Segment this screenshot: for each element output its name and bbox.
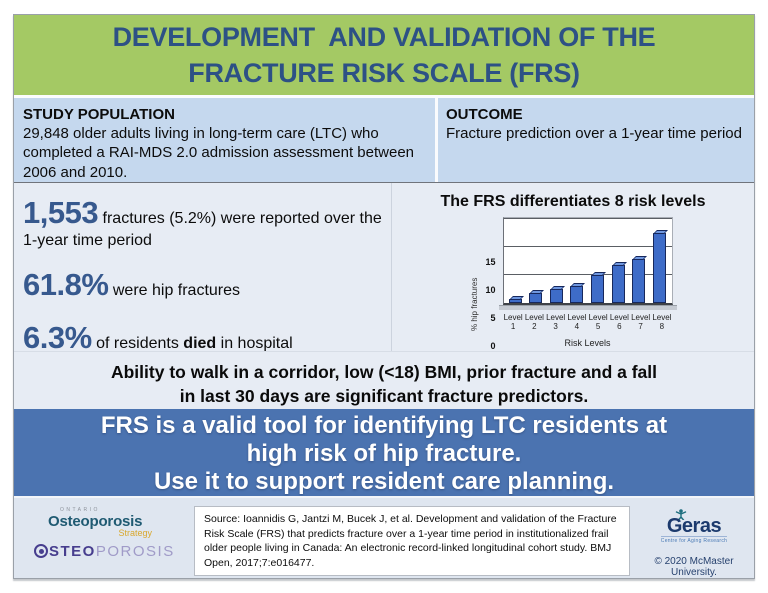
geras-logo: Geras Centre for Aging Research xyxy=(660,509,728,544)
geras-person-icon xyxy=(675,509,686,520)
chart-bar xyxy=(652,229,668,303)
chart-bar-top xyxy=(549,286,565,291)
stat-fractures: 1,553 fractures (5.2%) were reported ove… xyxy=(23,195,387,250)
stat-hip-fractures: 61.8% were hip fractures xyxy=(23,267,387,303)
x-axis-title: Risk Levels xyxy=(564,337,611,348)
predictors-line-1: Ability to walk in a corridor, low (<18)… xyxy=(110,361,657,382)
stat-fractures-value: 1,553 xyxy=(23,194,99,230)
osteoporosis-logo: ONTARIO Osteoporosis Strategy STEOPOROSI… xyxy=(34,506,180,560)
x-tick-label: Level 3 xyxy=(546,312,566,332)
chart-bar-top xyxy=(508,296,524,301)
conclusion-banner: FRS is a valid tool for identifying LTC … xyxy=(14,409,754,496)
stat-died-text: of residents died in hospital xyxy=(96,334,293,352)
chart-bar xyxy=(570,282,586,303)
chart-gridline xyxy=(503,245,672,247)
osteoporosis-strategy-name: Osteoporosis xyxy=(48,513,143,530)
stats-section: 1,553 fractures (5.2%) were reported ove… xyxy=(14,182,392,355)
banner-line-1: FRS is a valid tool for identifying LTC … xyxy=(100,412,668,439)
stat-fractures-text: fractures (5.2%) were reported over the xyxy=(102,209,382,227)
stat-hip-text: were hip fractures xyxy=(112,281,241,299)
outcome-section: OUTCOME Fracture prediction over a 1-yea… xyxy=(438,97,754,182)
stat-fractures-text-2: 1-year time period xyxy=(23,231,152,249)
outcome-body: Fracture prediction over a 1-year time p… xyxy=(446,124,742,142)
y-tick-label: 10 xyxy=(485,284,496,295)
chart-gridline xyxy=(503,273,672,275)
chart-bar-top xyxy=(529,290,545,295)
predictors-section: Ability to walk in a corridor, low (<18)… xyxy=(14,350,754,409)
geras-name: Geras xyxy=(666,515,722,537)
chart-bar-top xyxy=(611,261,627,266)
chart-gridline xyxy=(503,217,672,219)
x-tick-label: Level 4 xyxy=(567,312,587,332)
x-tick-label: Level 6 xyxy=(609,312,629,332)
chart-bar xyxy=(549,286,565,303)
banner-line-2: high risk of hip fracture. xyxy=(246,440,522,467)
ontario-label: ONTARIO xyxy=(60,507,100,513)
predictors-line-2: in last 30 days are significant fracture… xyxy=(179,385,589,406)
geras-section: Geras Centre for Aging Research © 2020 M… xyxy=(644,506,744,578)
chart-bar-top xyxy=(570,282,586,287)
chart-floor xyxy=(498,304,677,310)
chart-bar xyxy=(632,256,648,303)
population-outcome-row: STUDY POPULATION 29,848 older adults liv… xyxy=(14,97,754,183)
x-tick-label: Level 2 xyxy=(524,312,544,332)
stat-hip-value: 61.8% xyxy=(23,266,109,302)
osteoporosis-o-icon xyxy=(34,544,48,558)
title-line-1: DEVELOPMENT AND VALIDATION OF THE xyxy=(112,21,656,52)
copyright-text: © 2020 McMaster University. xyxy=(654,556,734,578)
y-axis-ticks: 0 5 10 15 xyxy=(480,256,496,351)
source-text: Source: Ioannidis G, Jantzi M, Bucek J, … xyxy=(204,513,617,570)
y-tick-label: 5 xyxy=(490,312,496,323)
y-tick-label: 15 xyxy=(485,256,496,267)
stat-died: 6.3% of residents died in hospital xyxy=(23,320,387,356)
strategy-label: Strategy xyxy=(118,528,152,538)
osteoporosis-wordmark: STEOPOROSIS xyxy=(34,543,180,560)
chart-bar xyxy=(611,261,627,303)
died-bold: died xyxy=(183,334,217,352)
chart-bar xyxy=(508,296,524,303)
chart-title: The FRS differentiates 8 risk levels xyxy=(440,192,706,210)
x-tick-label: Level 7 xyxy=(631,312,651,332)
banner-line-3: Use it to support resident care planning… xyxy=(153,468,615,495)
chart-bar-top xyxy=(652,229,668,234)
source-box: Source: Ioannidis G, Jantzi M, Bucek J, … xyxy=(194,506,630,576)
study-population-section: STUDY POPULATION 29,848 older adults liv… xyxy=(14,97,438,182)
chart-bar xyxy=(529,290,545,303)
chart-bar xyxy=(590,271,606,303)
x-tick-label: Level 5 xyxy=(588,312,608,332)
study-population-body: 29,848 older adults living in long-term … xyxy=(23,124,415,182)
x-axis-labels: Level 1 Level 2 Level 3 Level 4 Level 5 Level… xyxy=(503,313,673,332)
y-tick-label: 0 xyxy=(490,340,496,351)
outcome-heading: OUTCOME xyxy=(446,105,523,123)
chart-bar-top xyxy=(632,256,648,260)
study-population-heading: STUDY POPULATION xyxy=(23,105,175,123)
stat-died-value: 6.3% xyxy=(23,319,92,355)
y-axis-title: % hip fractures xyxy=(469,277,479,331)
title-line-2: FRACTURE RISK SCALE (FRS) xyxy=(188,57,580,88)
chart-section: The FRS differentiates 8 risk levels % h… xyxy=(392,183,754,351)
chart-bar-top xyxy=(590,271,606,276)
title-band: DEVELOPMENT AND VALIDATION OF THE FRACTU… xyxy=(14,15,754,98)
chart-plot xyxy=(502,216,673,305)
x-tick-label: Level 1 xyxy=(503,312,523,332)
footer: ONTARIO Osteoporosis Strategy STEOPOROSI… xyxy=(14,496,754,578)
geras-tagline: Centre for Aging Research xyxy=(660,536,728,544)
infographic-panel: DEVELOPMENT AND VALIDATION OF THE FRACTU… xyxy=(13,14,755,579)
x-tick-label: Level 8 xyxy=(652,312,672,332)
stats-chart-row: 1,553 fractures (5.2%) were reported ove… xyxy=(14,182,754,355)
frs-bar-chart: % hip fractures 0 5 10 15 Level 1 Level 2 Lev… xyxy=(392,216,754,351)
